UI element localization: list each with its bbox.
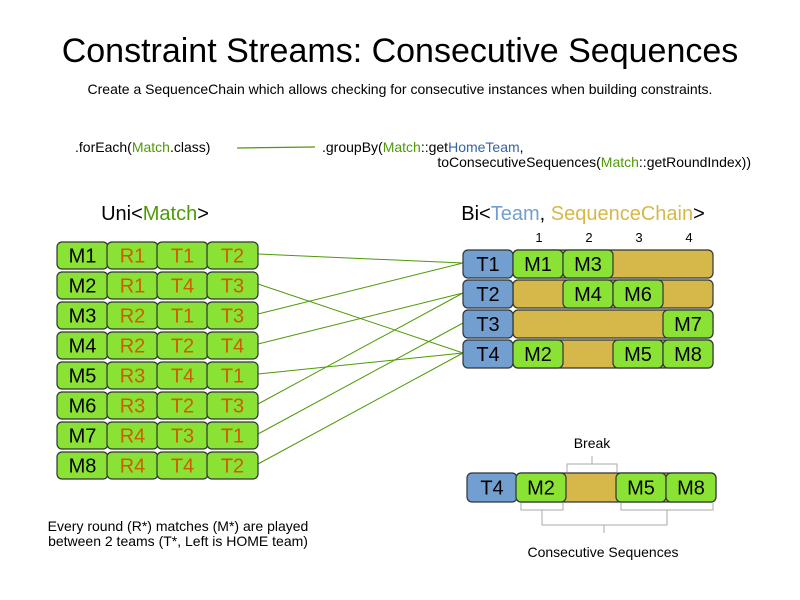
home-team-link	[257, 262, 464, 315]
example-match-cell	[665, 472, 717, 503]
round-cell-label: R4	[120, 426, 146, 448]
home-team-cell-label: T4	[171, 456, 194, 478]
example-match-cell-label: M8	[677, 478, 705, 500]
match-id-cell-label: M3	[69, 306, 97, 328]
away-team-cell	[206, 271, 259, 300]
away-team-cell-label: T3	[221, 306, 244, 328]
match-cell	[612, 279, 664, 309]
break-label: Break	[574, 435, 612, 451]
code-foreach: .forEach(Match.class)	[75, 139, 210, 155]
home-team-cell-label: T4	[171, 366, 194, 388]
home-team-link	[257, 352, 464, 375]
round-header: 1	[535, 230, 542, 245]
round-cell-label: R4	[120, 456, 146, 478]
match-id-cell-label: M7	[69, 426, 97, 448]
away-team-cell	[206, 301, 259, 330]
example-match-cell-label: M5	[627, 478, 655, 500]
home-team-cell-label: T4	[171, 276, 194, 298]
bi-label: Bi<Team, SequenceChain>	[461, 203, 705, 225]
break-brace	[566, 456, 618, 472]
match-id-cell-label: M4	[69, 336, 97, 358]
match-id-cell-label: M2	[69, 276, 97, 298]
home-team-cell-label: T1	[171, 246, 194, 268]
match-id-cell-label: M1	[69, 246, 97, 268]
away-team-cell-label: T1	[221, 426, 244, 448]
match-cell-label: M8	[674, 344, 702, 366]
round-cell-label: R1	[120, 276, 146, 298]
match-cell-label: M6	[624, 284, 652, 306]
team-cell	[462, 309, 514, 339]
footnote-line2: between 2 teams (T*, Left is HOME team)	[48, 533, 308, 549]
example-match-cell	[515, 472, 567, 503]
home-team-cell-label: T1	[171, 306, 194, 328]
code-groupby-2: toConsecutiveSequences(Match::getRoundIn…	[437, 154, 751, 170]
round-header: 2	[585, 230, 592, 245]
away-team-cell	[206, 361, 259, 390]
match-cell-label: M1	[524, 254, 552, 276]
match-cell-label: M5	[624, 344, 652, 366]
round-cell-label: R1	[120, 246, 146, 268]
match-cell	[512, 339, 564, 369]
home-team-cell-label: T2	[171, 396, 194, 418]
match-id-cell-label: M5	[69, 366, 97, 388]
match-cell-label: M2	[524, 344, 552, 366]
example-match-cell-label: M2	[527, 478, 555, 500]
round-cell-label: R2	[120, 306, 146, 328]
code-groupby: .groupBy(Match::getHomeTeam,	[322, 139, 524, 155]
footnote-line1: Every round (R*) matches (M*) are played	[48, 518, 309, 534]
round-header: 3	[635, 230, 642, 245]
sequences-label: Consecutive Sequences	[528, 544, 679, 560]
away-team-cell-label: T3	[221, 276, 244, 298]
away-team-cell-label: T3	[221, 396, 244, 418]
away-team-cell	[206, 241, 259, 270]
match-id-cell-label: M8	[69, 456, 97, 478]
away-team-cell	[206, 421, 259, 450]
home-team-link	[257, 292, 464, 405]
team-cell-label: T2	[476, 284, 499, 306]
connector-line	[236, 146, 316, 149]
match-cell	[662, 339, 714, 369]
away-team-cell-label: T4	[221, 336, 244, 358]
example-team-cell-label: T4	[480, 478, 503, 500]
away-team-cell-label: T2	[221, 456, 244, 478]
subtitle: Create a SequenceChain which allows chec…	[88, 81, 713, 97]
away-team-cell	[206, 391, 259, 420]
round-cell-label: R3	[120, 366, 146, 388]
match-cell-label: M7	[674, 314, 702, 336]
home-team-link	[257, 322, 464, 435]
round-header: 4	[685, 230, 692, 245]
match-cell	[562, 249, 614, 279]
home-team-link	[257, 253, 464, 264]
match-cell-label: M4	[574, 284, 602, 306]
match-cell-label: M3	[574, 254, 602, 276]
home-team-cell-label: T3	[171, 426, 194, 448]
team-cell-label: T1	[476, 254, 499, 276]
uni-label: Uni<Match>	[101, 203, 209, 225]
round-cell-label: R3	[120, 396, 146, 418]
match-id-cell-label: M6	[69, 396, 97, 418]
title: Constraint Streams: Consecutive Sequence…	[62, 32, 739, 70]
away-team-cell-label: T1	[221, 366, 244, 388]
sequences-brace	[520, 503, 714, 533]
team-cell-label: T3	[476, 314, 499, 336]
home-team-link	[257, 352, 464, 465]
team-cell-label: T4	[476, 344, 499, 366]
home-team-cell-label: T2	[171, 336, 194, 358]
away-team-cell-label: T2	[221, 246, 244, 268]
home-team-link	[257, 292, 464, 345]
team-cell	[462, 279, 514, 309]
away-team-cell	[206, 331, 259, 360]
match-cell	[662, 309, 714, 339]
round-cell-label: R2	[120, 336, 146, 358]
away-team-cell	[206, 451, 259, 480]
